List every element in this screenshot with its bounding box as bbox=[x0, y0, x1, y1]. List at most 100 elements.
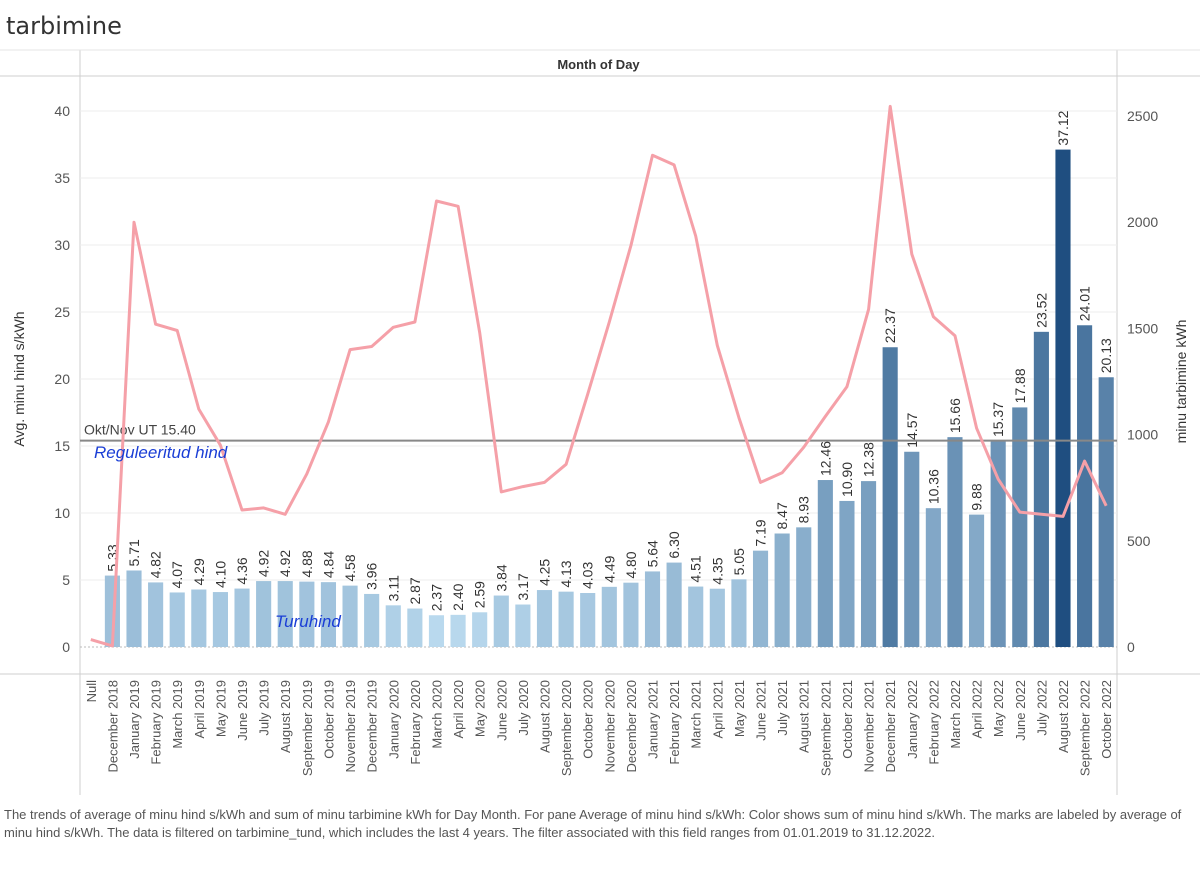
bar-label: 24.01 bbox=[1077, 286, 1093, 321]
y-tick-label: 10 bbox=[54, 505, 70, 521]
bar bbox=[256, 581, 272, 647]
y2-axis-title: minu tarbimine kWh bbox=[1173, 320, 1189, 444]
bar-label: 10.36 bbox=[925, 469, 941, 504]
x-tick-label: February 2019 bbox=[149, 680, 164, 765]
bar bbox=[515, 604, 531, 647]
x-tick-label: November 2020 bbox=[602, 680, 617, 773]
bar bbox=[990, 441, 1006, 647]
bar bbox=[752, 550, 769, 647]
annotation-market-price: Turuhind bbox=[275, 612, 341, 631]
bar-labels: 5.33 5.71 4.82 4.07 4.29 4.10 4.36 4.92 4.92 4.88… bbox=[104, 110, 1114, 611]
x-tick-label: December 2018 bbox=[105, 680, 120, 773]
x-tick-label: December 2020 bbox=[624, 680, 639, 773]
y-tick-label: 30 bbox=[54, 237, 70, 253]
bar bbox=[774, 533, 790, 647]
bar bbox=[1077, 325, 1093, 647]
bar bbox=[450, 614, 466, 647]
bar-label: 22.37 bbox=[882, 308, 898, 343]
bar bbox=[169, 592, 185, 647]
y2-tick-label: 2500 bbox=[1127, 108, 1158, 124]
bar-label: 17.88 bbox=[1012, 368, 1028, 403]
x-tick-label: October 2022 bbox=[1099, 680, 1114, 759]
y2-tick-label: 1500 bbox=[1127, 320, 1158, 336]
annotation-regulated-price: Reguleeritud hind bbox=[94, 443, 228, 462]
x-tick-label: March 2022 bbox=[948, 680, 963, 749]
bar bbox=[407, 608, 423, 647]
x-tick-label: Null bbox=[84, 680, 99, 703]
y-tick-label: 40 bbox=[54, 103, 70, 119]
bar bbox=[904, 451, 920, 647]
bar-label: 2.87 bbox=[407, 577, 423, 604]
bar bbox=[558, 591, 574, 647]
y-tick-label: 15 bbox=[54, 438, 70, 454]
bar bbox=[472, 612, 488, 647]
x-tick-label: January 2022 bbox=[905, 680, 920, 759]
bars bbox=[104, 149, 1114, 648]
bar-label: 23.52 bbox=[1033, 293, 1049, 328]
chart-frame: Month of Day bbox=[0, 49, 1200, 795]
bar-label: 3.11 bbox=[385, 575, 401, 601]
bar bbox=[1033, 331, 1049, 647]
bar-label: 4.35 bbox=[709, 557, 725, 584]
x-tick-label: June 2019 bbox=[235, 680, 250, 741]
bar-label: 2.37 bbox=[428, 584, 444, 611]
bar-label: 3.84 bbox=[493, 564, 509, 591]
x-tick-label: July 2022 bbox=[1034, 680, 1049, 736]
axes: 0 5 10 15 20 25 30 35 40 0 500 1000 1500 2000 2500 Avg.… bbox=[11, 103, 1189, 776]
bar-label: 4.92 bbox=[277, 550, 293, 577]
x-tick-label: March 2020 bbox=[429, 680, 444, 749]
x-tick-label: January 2021 bbox=[646, 680, 661, 759]
x-tick-label: May 2021 bbox=[732, 680, 747, 737]
x-tick-label: July 2021 bbox=[775, 680, 790, 736]
y-tick-label: 35 bbox=[54, 170, 70, 186]
x-tick-label: September 2020 bbox=[559, 680, 574, 776]
bar bbox=[925, 508, 941, 647]
bar bbox=[969, 514, 985, 647]
x-tick-label: April 2019 bbox=[192, 680, 207, 739]
bar bbox=[947, 437, 963, 647]
reference-line-group: Okt/Nov UT 15.40 bbox=[80, 422, 1117, 442]
bar bbox=[191, 589, 207, 647]
bar bbox=[364, 593, 380, 647]
bar bbox=[882, 347, 898, 647]
x-tick-label: September 2021 bbox=[818, 680, 833, 776]
bar-label: 12.38 bbox=[861, 442, 877, 477]
y-tick-label: 25 bbox=[54, 304, 70, 320]
bar bbox=[493, 595, 509, 647]
x-tick-label: February 2022 bbox=[926, 680, 941, 765]
bar-label: 8.93 bbox=[796, 496, 812, 523]
bar-label: 4.29 bbox=[191, 558, 207, 585]
bar bbox=[1098, 377, 1114, 647]
bar bbox=[320, 582, 337, 647]
bar-label: 14.57 bbox=[904, 413, 920, 448]
chart: Month of Day 5.33 5.71 4.82 4.07 4.29 4.10 4.3… bbox=[0, 49, 1200, 795]
bar-label: 9.88 bbox=[969, 483, 985, 510]
bar-label: 7.19 bbox=[753, 519, 769, 546]
x-tick-label: May 2020 bbox=[473, 680, 488, 737]
x-tick-label: October 2020 bbox=[581, 680, 596, 759]
x-tick-label: January 2020 bbox=[386, 680, 401, 759]
bar-label: 4.51 bbox=[688, 555, 704, 582]
bar bbox=[234, 588, 250, 647]
consumption-line-group bbox=[90, 104, 1108, 648]
chart-caption: The trends of average of minu hind s/kWh… bbox=[4, 807, 1182, 840]
y-axis-title: Avg. minu hind s/kWh bbox=[11, 311, 27, 446]
bar bbox=[623, 582, 639, 647]
bar-label: 4.92 bbox=[256, 550, 272, 577]
bar bbox=[860, 481, 877, 647]
bar-label: 20.13 bbox=[1098, 338, 1114, 373]
bar-label: 4.10 bbox=[212, 561, 228, 588]
reference-line-label: Okt/Nov UT 15.40 bbox=[84, 422, 196, 438]
bar-label: 4.58 bbox=[342, 554, 358, 581]
bar-label: 4.49 bbox=[601, 555, 617, 582]
x-tick-label: November 2021 bbox=[862, 680, 877, 773]
y2-tick-label: 1000 bbox=[1127, 427, 1158, 443]
x-tick-label: August 2019 bbox=[278, 680, 293, 753]
bar-label: 2.40 bbox=[450, 583, 466, 610]
x-tick-label: May 2022 bbox=[991, 680, 1006, 737]
bar bbox=[277, 581, 293, 647]
x-tick-label: January 2019 bbox=[127, 680, 142, 759]
x-tick-label: August 2021 bbox=[797, 680, 812, 753]
bar-label: 5.05 bbox=[731, 548, 747, 575]
y-tick-label: 5 bbox=[62, 572, 70, 588]
